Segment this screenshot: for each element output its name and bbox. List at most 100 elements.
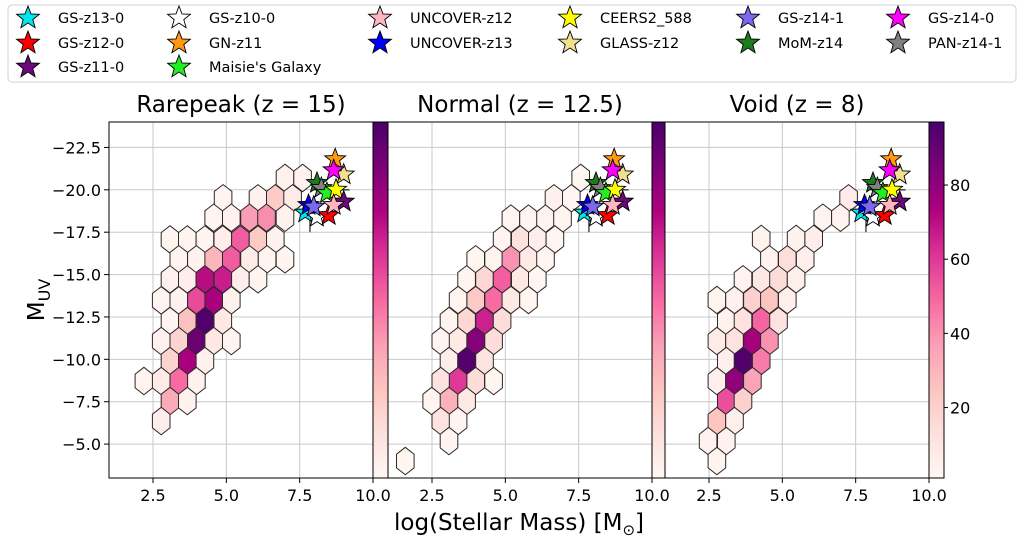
x-tick-label: 10.0 xyxy=(911,486,947,505)
hexbin-cell xyxy=(293,163,312,193)
x-axis-label: log(Stellar Mass) [M⊙] xyxy=(394,510,644,539)
x-tick-label: 7.5 xyxy=(287,486,312,505)
legend-entry: UNCOVER-z12 xyxy=(367,4,513,29)
y-tick-label: −17.5 xyxy=(52,223,101,242)
legend-entry: MoM-z14 xyxy=(735,29,843,54)
star-icon xyxy=(367,29,393,54)
hexbin-cell xyxy=(484,366,503,396)
legend-label: PAN-z14-1 xyxy=(928,36,1002,52)
legend-entry: GS-z14-0 xyxy=(885,4,994,29)
hexbin-cell xyxy=(222,326,241,356)
legend-label: Maisie's Galaxy xyxy=(209,60,322,76)
galaxy-star-marker xyxy=(321,158,346,181)
legend-entry: Maisie's Galaxy xyxy=(166,53,322,78)
legend-label: MoM-z14 xyxy=(778,36,843,52)
panel-title: Rarepeak (z = 15) xyxy=(136,92,345,118)
star-icon xyxy=(367,4,393,29)
x-tick-label: 5.0 xyxy=(214,486,239,505)
x-tick-label: 2.5 xyxy=(419,486,444,505)
hexbin-cell xyxy=(257,203,276,233)
star-icon xyxy=(166,4,192,29)
star-icon xyxy=(166,29,192,54)
legend-label: GS-z11-0 xyxy=(58,60,124,76)
star-icon xyxy=(557,4,583,29)
galaxy-star-marker xyxy=(324,177,348,200)
legend-label: UNCOVER-z13 xyxy=(410,36,513,52)
galaxy-star-marker xyxy=(600,192,625,216)
galaxy-star-marker xyxy=(331,189,356,212)
star-icon xyxy=(885,29,911,54)
y-tick-label: −7.5 xyxy=(62,393,101,412)
panel-title: Normal (z = 12.5) xyxy=(417,92,623,118)
legend-label: UNCOVER-z12 xyxy=(410,11,513,27)
galaxy-star-marker xyxy=(877,192,902,216)
galaxy-star-marker xyxy=(887,189,912,212)
x-tick-label: 2.5 xyxy=(140,486,165,505)
legend-entry: GS-z13-0 xyxy=(15,4,124,29)
legend-entry: GS-z10-0 xyxy=(166,4,275,29)
hexbin-cell xyxy=(275,203,295,233)
legend-label: GLASS-z12 xyxy=(600,36,679,52)
x-tick-label: 10.0 xyxy=(355,486,391,505)
hexbin-cell xyxy=(439,426,459,456)
hexbin-cell xyxy=(151,406,171,436)
star-icon xyxy=(15,53,41,78)
star-icon xyxy=(885,4,911,29)
colorbar-tick-label: 20 xyxy=(950,399,970,418)
galaxy-star-marker xyxy=(858,194,882,217)
legend: GS-z13-0 GS-z12-0 GS-z11-0 GS-z10-0 GN-z11 Ma… xyxy=(7,4,1017,83)
star-icon xyxy=(735,4,761,29)
legend-entry: GLASS-z12 xyxy=(557,29,679,54)
legend-label: GS-z14-1 xyxy=(778,11,844,27)
galaxy-star-marker xyxy=(880,177,904,200)
galaxy-star-marker xyxy=(603,177,627,200)
hexbin-cell xyxy=(545,225,565,254)
legend-entry: GS-z14-1 xyxy=(735,4,844,29)
star-icon xyxy=(15,4,41,29)
hexbin-cell xyxy=(717,426,736,456)
hexbin-cell xyxy=(743,366,762,396)
x-tick-label: 5.0 xyxy=(770,486,795,505)
colorbar-tick-label: 60 xyxy=(950,250,970,269)
star-icon xyxy=(15,29,41,54)
x-tick-label: 7.5 xyxy=(843,486,868,505)
galaxy-star-marker xyxy=(302,194,326,217)
legend-label: GS-z14-0 xyxy=(928,11,994,27)
hexbin-cell xyxy=(248,264,268,294)
colorbar-tick-label: 40 xyxy=(950,324,970,343)
galaxy-star-marker xyxy=(877,158,902,181)
x-tick-label: 2.5 xyxy=(696,486,721,505)
hexbin-cell xyxy=(571,163,590,193)
star-icon xyxy=(557,29,583,54)
colorbar-tick-label: 80 xyxy=(950,176,970,195)
galaxy-star-marker xyxy=(581,194,605,217)
hexbin-cell xyxy=(707,446,727,476)
galaxy-star-marker xyxy=(610,189,635,212)
hexbin-cell xyxy=(831,203,850,233)
hexbin-cell xyxy=(178,386,197,416)
y-tick-label: −20.0 xyxy=(52,181,101,200)
colorbar-gradient xyxy=(372,121,389,479)
x-tick-label: 5.0 xyxy=(493,486,518,505)
panel-3: 2.5 5.0 7.5 10.0 Void (z = 8) 20 40 60 80 xyxy=(664,92,970,505)
legend-entry: GS-z12-0 xyxy=(15,29,124,54)
y-axis-label: MUV xyxy=(24,279,54,322)
hexbin-cell xyxy=(222,203,241,233)
legend-label: GS-z12-0 xyxy=(58,36,124,52)
panel-1: 2.5 5.0 7.5 10.0 −22.5 −20.0 −17.5 −15.0 −12.5 −1… xyxy=(52,92,425,505)
star-icon xyxy=(166,53,192,78)
x-tick-label: 10.0 xyxy=(634,486,670,505)
y-tick-label: −22.5 xyxy=(52,138,101,157)
legend-entry: CEERS2_588 xyxy=(557,4,692,29)
star-icon xyxy=(735,29,761,54)
galaxy-star-marker xyxy=(600,158,625,181)
legend-label: CEERS2_588 xyxy=(600,11,692,27)
y-tick-label: −5.0 xyxy=(62,435,101,454)
x-tick-label: 7.5 xyxy=(566,486,591,505)
legend-entry: GS-z11-0 xyxy=(15,53,124,78)
y-tick-label: −10.0 xyxy=(52,350,101,369)
galaxy-star-marker xyxy=(321,192,346,216)
legend-label: GS-z10-0 xyxy=(209,11,275,27)
